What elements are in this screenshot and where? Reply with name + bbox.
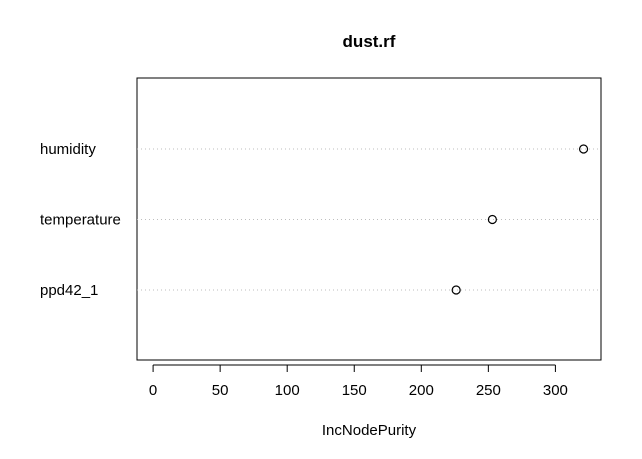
x-tick-label: 150 <box>342 382 367 399</box>
x-axis: 0 50 100 150 200 250 300 <box>149 364 568 399</box>
x-tick-label: 300 <box>543 382 568 399</box>
x-tick-label: 50 <box>212 382 229 399</box>
category-label: temperature <box>40 212 121 229</box>
category-label: humidity <box>40 141 96 158</box>
x-axis-label: IncNodePurity <box>322 422 417 439</box>
x-tick-label: 0 <box>149 382 157 399</box>
data-point <box>451 285 461 295</box>
guide-lines <box>137 148 601 291</box>
data-point <box>487 214 497 225</box>
category-label: ppd42_1 <box>40 282 98 299</box>
chart-title: dust.rf <box>343 32 396 51</box>
x-tick-label: 200 <box>409 382 434 399</box>
category-labels: humidity temperature ppd42_1 <box>40 141 121 299</box>
data-points <box>451 144 589 295</box>
x-tick-label: 100 <box>275 382 300 399</box>
x-tick-label: 250 <box>476 382 501 399</box>
data-point <box>578 144 589 154</box>
